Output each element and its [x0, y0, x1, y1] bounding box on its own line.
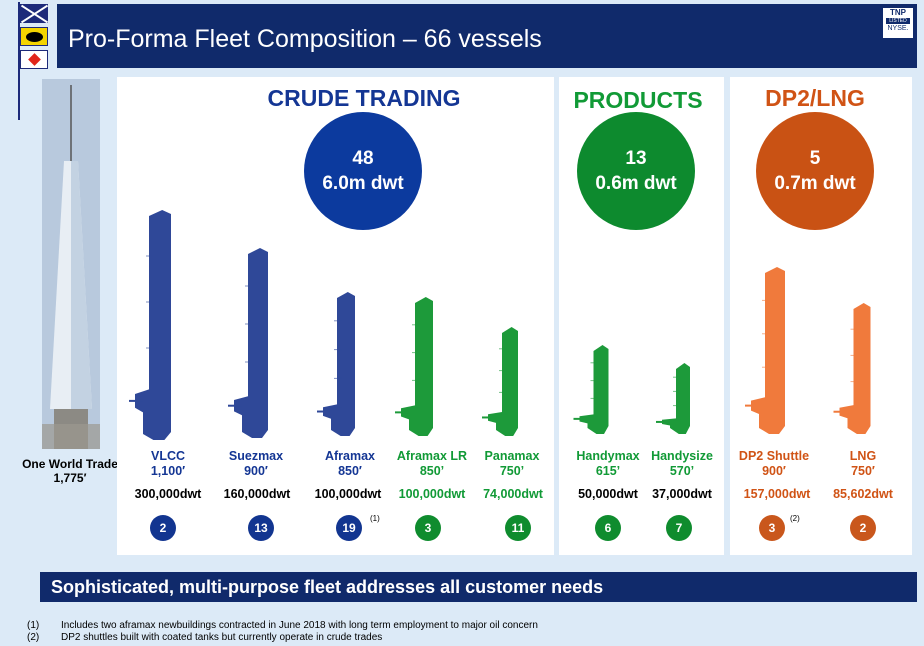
vessel-label-lng: LNG 750′ [823, 449, 903, 479]
ship-suezmax [228, 248, 268, 438]
segment-summary-dp2-lng: 5 0.7m dwt [756, 112, 874, 230]
footnote-text: DP2 shuttles built with coated tanks but… [61, 632, 383, 643]
segment-count-products: 13 [625, 148, 647, 169]
vessel-dwt-handymax: 50,000dwt [578, 487, 638, 501]
vessel-name: Handysize [651, 449, 713, 463]
company-flag-icon [20, 27, 48, 46]
flagpole [18, 2, 20, 120]
vessel-count-lng: 2 [850, 515, 876, 541]
summary-banner: Sophisticated, multi-purpose fleet addre… [40, 572, 917, 602]
vessel-length: 850′ [338, 464, 362, 478]
vessel-name: Aframax LR [396, 449, 468, 463]
vessel-count-aframax: 19 [336, 515, 362, 541]
vessel-count-handymax: 6 [595, 515, 621, 541]
ship-handymax [573, 345, 609, 434]
ship-lng [833, 303, 871, 434]
segment-dwt-products: 0.6m dwt [595, 173, 677, 194]
segment-summary-products: 13 0.6m dwt [577, 112, 695, 230]
vessel-dwt-handysize: 37,000dwt [652, 487, 712, 501]
footnote-number: (2) [27, 632, 40, 643]
house-flag-icon [20, 50, 48, 69]
nyse-ticker: TNP [890, 8, 906, 17]
segment-count-crude: 48 [352, 148, 374, 169]
vessel-dwt-dp2-shuttle: 157,000dwt [743, 487, 811, 501]
nyse-name: NYSE. [887, 25, 909, 32]
vessel-count-vlcc: 2 [150, 515, 176, 541]
ship-vlcc [129, 210, 171, 440]
vessel-name: Panamax [484, 449, 540, 463]
ship-dp2-shuttle [745, 267, 785, 434]
vessel-label-panamax: Panamax 750’ [472, 449, 552, 479]
vessel-count-aframax-lr: 3 [415, 515, 441, 541]
footnote-ref-2: (2) [790, 514, 800, 523]
greek-flag-icon [20, 4, 48, 23]
vessel-label-handymax: Handymax 615’ [568, 449, 648, 479]
nyse-listed: LISTED [886, 18, 910, 24]
vessel-dwt-lng: 85,602dwt [833, 487, 893, 501]
vessel-length: 850’ [419, 464, 445, 478]
vessel-name: Handymax [576, 449, 640, 463]
segment-title-dp2-lng: DP2/LNG [765, 85, 865, 111]
segment-summary-crude: 48 6.0m dwt [304, 112, 422, 230]
vessel-dwt-aframax: 100,000dwt [314, 487, 382, 501]
vessel-length: 615’ [595, 464, 621, 478]
vessel-count-suezmax: 13 [248, 515, 274, 541]
ship-handysize [656, 363, 690, 434]
footnote-1: (1) Includes two aframax newbuildings con… [27, 620, 538, 631]
footnote-number: (1) [27, 620, 40, 631]
page-title: Pro-Forma Fleet Composition – 66 vessels [68, 25, 542, 53]
title-bar: Pro-Forma Fleet Composition – 66 vessels… [57, 4, 917, 68]
segment-title-crude: CRUDE TRADING [267, 85, 461, 111]
nyse-listed-logo: TNP LISTED NYSE. [883, 8, 913, 38]
one-world-trade-image [42, 79, 100, 449]
vessel-label-dp2-shuttle: DP2 Shuttle 900′ [734, 449, 814, 479]
footnote-2: (2) DP2 shuttles built with coated tanks … [27, 632, 382, 643]
ship-panamax [482, 327, 518, 436]
vessel-length: 900′ [762, 464, 786, 478]
vessel-label-aframax-lr: Aframax LR 850’ [392, 449, 472, 479]
ship-aframax [317, 292, 355, 436]
segment-dwt-dp2-lng: 0.7m dwt [774, 173, 856, 194]
segment-dwt-crude: 6.0m dwt [322, 173, 404, 194]
vessel-length: 570’ [669, 464, 695, 478]
vessel-label-handysize: Handysize 570’ [642, 449, 722, 479]
vessel-name: VLCC [150, 449, 186, 463]
footnote-ref-1: (1) [370, 514, 380, 523]
segment-title-products: PRODUCTS [573, 87, 703, 113]
ship-aframax-lr [395, 297, 433, 436]
vessel-length: 750’ [499, 464, 525, 478]
vessel-length: 900′ [244, 464, 268, 478]
tower-label: One World Trade 1,775′ [10, 457, 130, 485]
vessel-dwt-panamax: 74,000dwt [483, 487, 543, 501]
vessel-dwt-aframax-lr: 100,000dwt [398, 487, 466, 501]
vessel-name: DP2 Shuttle [738, 449, 810, 463]
vessel-dwt-vlcc: 300,000dwt [134, 487, 202, 501]
vessel-name: Suezmax [228, 449, 284, 463]
vessel-name: Aframax [324, 449, 376, 463]
vessel-count-handysize: 7 [666, 515, 692, 541]
vessel-count-dp2-shuttle: 3 [759, 515, 785, 541]
vessel-label-suezmax: Suezmax 900′ [216, 449, 296, 479]
vessel-length: 750′ [851, 464, 875, 478]
tower-height: 1,775′ [53, 471, 87, 485]
vessel-count-panamax: 11 [505, 515, 531, 541]
tower-name: One World Trade [22, 457, 118, 471]
vessel-label-aframax: Aframax 850′ [310, 449, 390, 479]
footnote-text: Includes two aframax newbuildings contra… [61, 620, 538, 631]
vessel-name: LNG [849, 449, 877, 463]
segment-count-dp2-lng: 5 [809, 148, 821, 169]
vessel-dwt-suezmax: 160,000dwt [223, 487, 291, 501]
vessel-length: 1,100′ [150, 464, 186, 478]
vessel-label-vlcc: VLCC 1,100′ [128, 449, 208, 479]
